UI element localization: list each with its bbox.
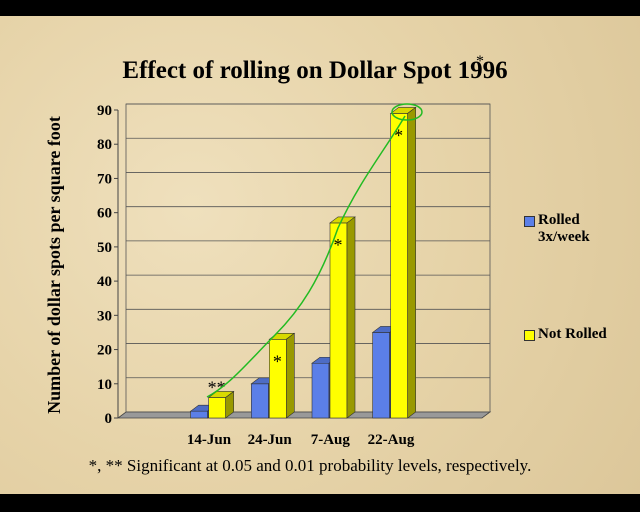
- y-tick-label: 40: [97, 274, 112, 290]
- floor: [116, 411, 492, 419]
- bar-side: [346, 216, 356, 419]
- bar: [207, 390, 235, 419]
- chart-title: Effect of rolling on Dollar Spot 1996: [122, 57, 507, 84]
- significance-label: *: [394, 125, 403, 145]
- significance-label: *: [273, 351, 282, 371]
- bar-side: [225, 390, 234, 419]
- y-tick-label: 60: [97, 206, 112, 222]
- y-tick-label: 20: [97, 343, 112, 359]
- bar-front: [372, 332, 390, 419]
- y-tick-label: 80: [97, 137, 112, 153]
- y-axis-label: Number of dollar spots per square foot: [44, 116, 64, 414]
- hand-drawn-circle: [391, 103, 423, 121]
- bar: [268, 332, 296, 419]
- significance-label: *: [334, 235, 343, 255]
- x-tick-label: 14-Jun: [187, 432, 232, 448]
- footnote: *, ** Significant at 0.05 and 0.01 proba…: [89, 456, 532, 475]
- plot-area: 010203040506070809014-Jun**24-Jun*7-Aug*…: [97, 103, 492, 448]
- y-tick-label: 30: [97, 308, 112, 324]
- legend-label: Rolled 3x/week: [538, 212, 590, 245]
- bar-side: [286, 332, 295, 419]
- bar-front: [251, 383, 269, 419]
- y-tick-label: 50: [97, 240, 112, 256]
- legend-swatch: [524, 330, 535, 341]
- bar-front: [208, 397, 226, 419]
- y-tick-label: 90: [97, 103, 112, 119]
- y-tick-label: 10: [97, 377, 112, 393]
- significance-label: **: [208, 377, 226, 397]
- x-tick-label: 24-Jun: [248, 432, 293, 448]
- legend-label: Not Rolled: [538, 326, 607, 342]
- bar-side: [407, 106, 416, 419]
- bar-front: [311, 362, 330, 419]
- x-tick-label: 7-Aug: [311, 432, 351, 448]
- hand-drawn-line: [206, 115, 406, 398]
- x-tick-label: 22-Aug: [368, 432, 415, 448]
- y-tick-label: 70: [97, 171, 112, 187]
- back-wall: [125, 103, 491, 413]
- bar: [389, 106, 417, 419]
- legend-swatch: [524, 216, 535, 227]
- title-mark: *: [476, 53, 484, 70]
- bar-front: [390, 113, 408, 419]
- bar: [329, 216, 356, 419]
- y-tick-label: 0: [105, 411, 113, 427]
- bar-front: [190, 410, 208, 419]
